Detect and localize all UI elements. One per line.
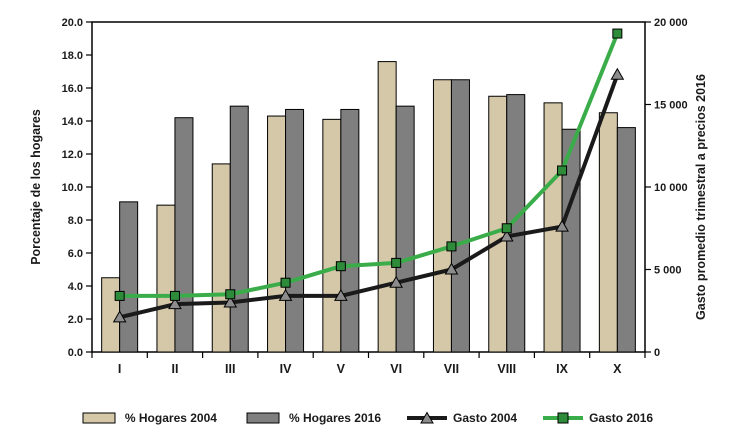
legend-item: % Hogares 2004	[79, 411, 217, 425]
left-tick-label: 20.0	[62, 17, 83, 29]
marker-square-icon	[225, 289, 236, 300]
line-series	[117, 31, 620, 298]
legend-swatch-icon	[407, 411, 448, 424]
legend-label: % Hogares 2016	[288, 411, 382, 425]
marker-triangle-icon	[555, 219, 569, 232]
x-category-label: V	[337, 362, 346, 376]
x-category-label: III	[225, 362, 235, 376]
marker-triangle-icon	[389, 275, 404, 288]
bar	[450, 79, 470, 353]
marker-square-icon	[335, 261, 346, 272]
bar	[119, 201, 139, 353]
marker-triangle-icon	[444, 262, 459, 275]
left-tick-label: 10.0	[62, 182, 83, 194]
marker-square-icon	[612, 28, 623, 39]
right-tick-label: 20 000	[654, 17, 688, 29]
legend-swatch-icon	[246, 412, 280, 424]
marker-square-icon	[501, 223, 512, 234]
left-tick-label: 6.0	[68, 248, 83, 260]
left-tick-label: 0.0	[68, 347, 83, 359]
right-tick-label: 10 000	[654, 182, 688, 194]
right-tick-label: 5 000	[654, 265, 682, 277]
x-category-label: VII	[444, 362, 459, 376]
legend-item: Gasto 2004	[407, 411, 517, 425]
marker-triangle-icon	[278, 288, 293, 301]
bar	[101, 277, 121, 353]
left-tick-label: 8.0	[68, 215, 83, 227]
x-category-label: VI	[390, 362, 402, 376]
legend-item: % Hogares 2016	[243, 411, 381, 425]
legend-swatch-icon	[543, 412, 584, 424]
bar	[229, 105, 249, 353]
marker-square-icon	[446, 241, 457, 252]
bar	[395, 105, 415, 353]
left-tick-label: 2.0	[68, 314, 83, 326]
marker-square-icon	[391, 257, 402, 268]
x-category-label: II	[171, 362, 178, 376]
x-category-label: X	[613, 362, 622, 376]
marker-square-icon	[169, 290, 180, 301]
legend-label: Gasto 2004	[453, 411, 518, 425]
legend-label: % Hogares 2004	[124, 411, 217, 425]
marker-triangle-icon	[112, 310, 127, 323]
marker-triangle-icon	[610, 67, 625, 80]
bar	[340, 108, 360, 353]
x-category-label: IX	[556, 362, 568, 376]
marker-triangle-icon	[168, 297, 182, 310]
marker-square-icon	[280, 277, 291, 288]
legend-label: Gasto 2016	[589, 411, 654, 425]
bar	[377, 61, 397, 353]
marker-triangle-icon	[499, 229, 514, 242]
bar	[616, 127, 636, 353]
bar	[285, 108, 305, 353]
left-tick-label: 12.0	[62, 149, 83, 161]
left-tick-label: 14.0	[62, 116, 83, 128]
right-tick-label: 15 000	[654, 100, 688, 112]
plot-area: 0.0 2.0 4.0 6.0 8.0 10.0 12.0 14.0 16.0 18.0 20.0 0…	[62, 17, 688, 376]
left-tick-label: 18.0	[62, 50, 83, 62]
legend-swatch-icon	[82, 412, 116, 424]
marker-square-icon	[557, 165, 568, 176]
marker-triangle-icon	[333, 288, 348, 301]
bar	[211, 163, 231, 353]
x-category-label: IV	[280, 362, 292, 376]
bar	[432, 79, 452, 353]
legend-item: Gasto 2016	[543, 411, 653, 425]
right-tick-label: 0	[654, 347, 660, 359]
bar	[322, 118, 342, 353]
left-tick-label: 16.0	[62, 83, 83, 95]
bar	[174, 117, 194, 353]
left-tick-label: 4.0	[68, 281, 83, 293]
marker-square-icon	[114, 290, 125, 301]
bar	[156, 204, 176, 353]
legend: % Hogares 2004 % Hogares 2016 Gasto 2004 Ga…	[0, 411, 732, 425]
bar	[598, 112, 618, 353]
bar	[267, 115, 287, 353]
marker-triangle-icon	[223, 295, 238, 308]
x-category-label: I	[118, 362, 121, 376]
line-series	[117, 72, 620, 320]
x-category-label: VIII	[497, 362, 516, 376]
